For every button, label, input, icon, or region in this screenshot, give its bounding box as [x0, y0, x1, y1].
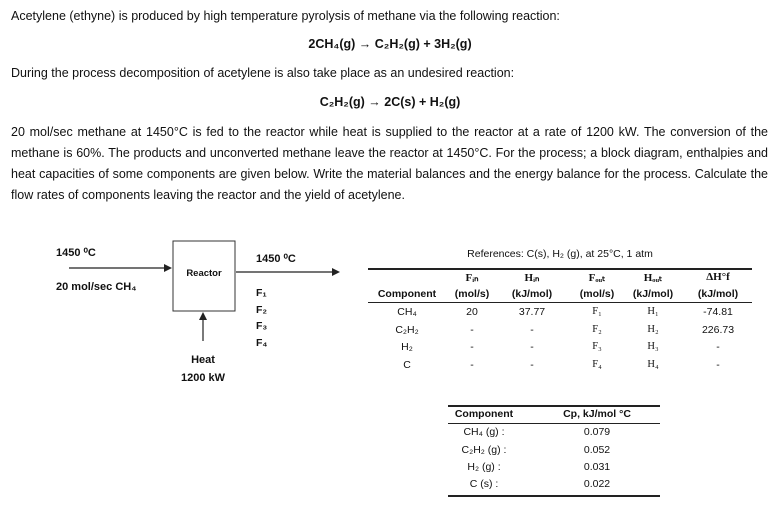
- table-cell: C: [403, 359, 411, 371]
- cp-header: Component: [454, 408, 514, 420]
- table-cell: -: [716, 341, 720, 353]
- table-cell: -74.81: [703, 306, 733, 318]
- intro-text: Acetylene (ethyne) is produced by high t…: [11, 9, 560, 23]
- cp-cell: 0.079: [583, 426, 611, 438]
- cp-header: Cp, kJ/mol °C: [563, 408, 631, 420]
- header-unit: (mol/s): [579, 288, 615, 300]
- inlet-arrow: [69, 264, 172, 272]
- header-symbol: Fᵢₙ: [465, 272, 479, 284]
- cp-cell: C₂H₂ (g) :: [461, 444, 507, 456]
- outlet-streams: F₁ F₂ F₃ F₄: [256, 285, 267, 351]
- table-cell: F₃: [592, 341, 602, 352]
- header-unit: (kJ/mol): [511, 288, 553, 300]
- heat-label: Heat: [191, 354, 215, 366]
- side-reaction: C₂H₂(g) → 2C(s) + H₂(g): [319, 95, 461, 109]
- cp-cell: CH₄ (g) :: [463, 426, 505, 438]
- cp-cell: 0.031: [583, 461, 611, 473]
- table-cell: H₁: [647, 306, 659, 317]
- cp-cell: 0.052: [583, 444, 611, 456]
- header-unit: Component: [377, 288, 437, 300]
- cp-bottom-rule: [448, 495, 660, 497]
- table-cell: H₃: [647, 341, 659, 352]
- header-unit: (kJ/mol): [632, 288, 674, 300]
- table-cell: 226.73: [701, 324, 735, 336]
- table-cell: -: [530, 341, 534, 353]
- header-unit: (mol/s): [454, 288, 490, 300]
- reactor-label: Reactor: [186, 268, 222, 279]
- table-top-rule: [368, 268, 752, 270]
- inlet-flow: 20 mol/sec CH₄: [56, 281, 137, 293]
- table-cell: F₂: [592, 324, 602, 335]
- reactor-box: [172, 240, 236, 312]
- problem-paragraph: 20 mol/sec methane at 1450°C is fed to t…: [11, 125, 768, 202]
- outlet-temperature: 1450 ⁰C: [256, 253, 296, 265]
- stream-f4: F₄: [256, 336, 268, 349]
- table-cell: -: [470, 324, 474, 336]
- outlet-arrow: [236, 268, 340, 276]
- inlet-temperature: 1450 ⁰C: [56, 247, 96, 259]
- table-cell: 20: [466, 306, 478, 318]
- table-cell: H₂: [647, 324, 659, 335]
- table-header-rule: [368, 302, 752, 303]
- stream-f3: F₃: [256, 320, 268, 332]
- table-cell: -: [530, 324, 534, 336]
- main-reaction: 2CH₄(g) → C₂H₂(g) + 3H₂(g): [308, 37, 472, 51]
- header-symbol: Fₒᵤₜ: [588, 272, 606, 284]
- side-intro-text: During the process decomposition of acet…: [11, 66, 515, 80]
- header-symbol: Hₒᵤₜ: [643, 272, 663, 284]
- table-cell: -: [470, 359, 474, 371]
- heat-arrow: [199, 312, 207, 341]
- cp-top-rule: [448, 405, 660, 407]
- header-unit: (kJ/mol): [697, 288, 739, 300]
- heat-value: 1200 kW: [180, 372, 226, 384]
- stream-f2: F₂: [256, 303, 268, 316]
- cp-header-rule: [448, 423, 660, 424]
- cp-cell: H₂ (g) :: [467, 461, 501, 473]
- table-cell: H₂: [401, 341, 413, 353]
- table-cell: C₂H₂: [395, 324, 419, 336]
- header-symbol: ΔH°f: [706, 271, 730, 283]
- header-symbol: Hᵢₙ: [524, 272, 540, 284]
- cp-cell: C (s) :: [469, 478, 499, 490]
- table-cell: F₄: [592, 359, 602, 370]
- table-caption: References: C(s), H₂ (g), at 25°C, 1 atm: [467, 248, 653, 260]
- table-cell: 37.77: [518, 306, 546, 318]
- table-cell: -: [470, 341, 474, 353]
- table-cell: CH₄: [397, 306, 417, 318]
- cp-cell: 0.022: [583, 478, 611, 490]
- table-cell: H₄: [647, 359, 659, 370]
- table-cell: -: [716, 359, 720, 371]
- stream-f1: F₁: [256, 287, 267, 299]
- table-cell: F₁: [592, 306, 602, 317]
- table-cell: -: [530, 359, 534, 371]
